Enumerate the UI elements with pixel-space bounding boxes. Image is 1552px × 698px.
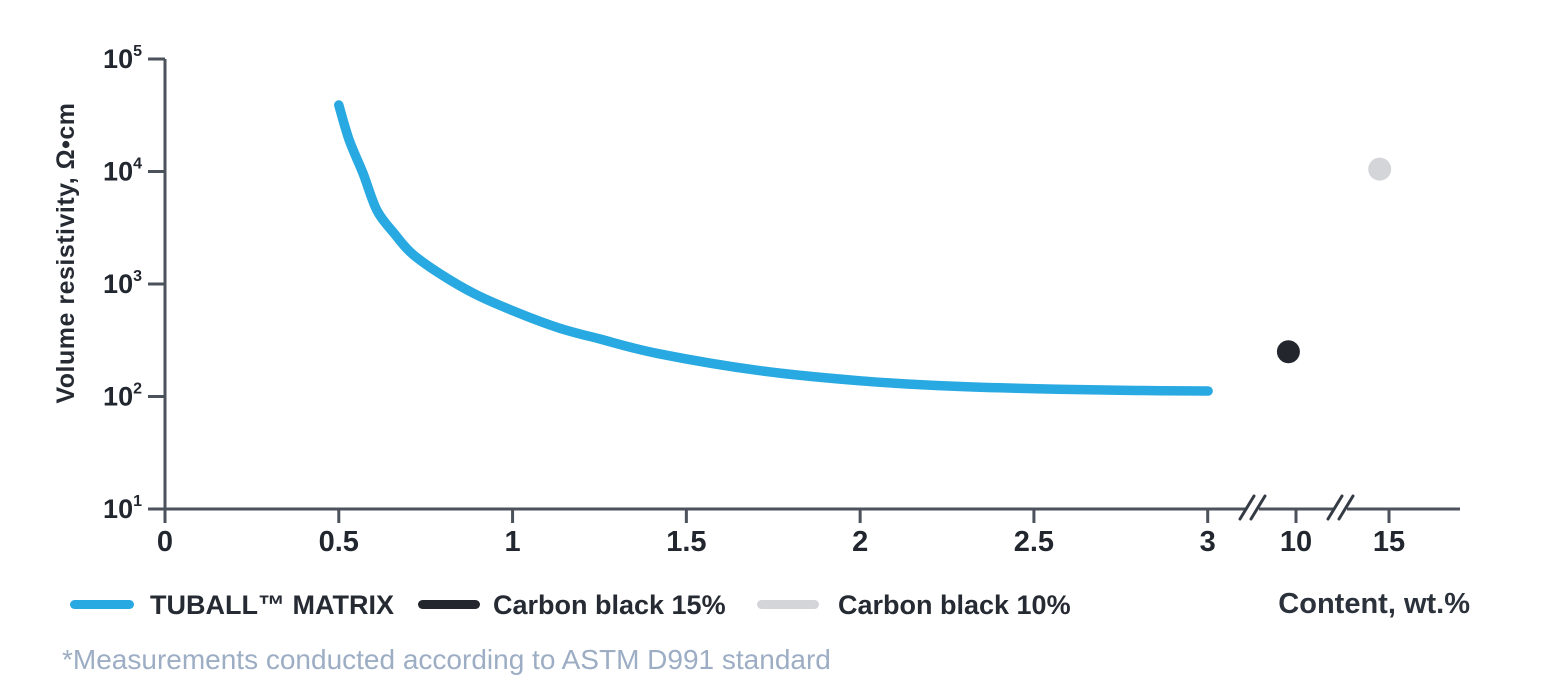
x-tick-label-2: 2 — [852, 526, 868, 558]
legend-swatch-carbon-black-15 — [418, 600, 480, 609]
legend-label-carbon-black-15: Carbon black 15% — [493, 590, 726, 620]
x-tick-label-0.5: 0.5 — [319, 526, 359, 558]
legend-swatch-tuball — [70, 600, 134, 609]
x-axis-title: Content, wt.% — [1278, 588, 1470, 620]
axis-break-slash-b-1 — [1337, 494, 1355, 521]
x-tick-label-3: 3 — [1200, 526, 1216, 558]
y-axis-title: Volume resistivity, Ω•cm — [52, 102, 80, 403]
carbon-black-15--point — [1276, 340, 1300, 364]
x-tick-label-1.5: 1.5 — [666, 526, 706, 558]
y-tick-label-10e2: 102 — [103, 381, 142, 412]
carbon-black-10--point — [1368, 157, 1392, 181]
axis-break-gap-1 — [1335, 505, 1347, 513]
x-tick-label-1: 1 — [504, 526, 520, 558]
y-tick-label-10e4: 104 — [103, 156, 142, 187]
axis-break-slash-a-0 — [1238, 494, 1256, 521]
axis-break-slash-b-0 — [1249, 494, 1267, 521]
legend-label-tuball: TUBALL™ MATRIX — [150, 590, 394, 620]
x-tick-label-10: 10 — [1280, 526, 1312, 558]
plot-area: 105 104 103 102 101 0 0.5 1 1.5 2 2.5 3 10 15 — [103, 43, 1460, 558]
legend-label-carbon-black-10: Carbon black 10% — [838, 590, 1071, 620]
y-tick-label-10e3: 103 — [103, 268, 142, 299]
y-tick-label-10e1: 101 — [103, 493, 142, 524]
legend: TUBALL™ MATRIX Carbon black 15% Carbon b… — [70, 588, 1470, 620]
x-tick-label-15: 15 — [1373, 526, 1405, 558]
footnote: *Measurements conducted according to AST… — [62, 644, 831, 675]
x-tick-label-2.5: 2.5 — [1014, 526, 1054, 558]
legend-swatch-carbon-black-10 — [757, 600, 819, 609]
x-tick-label-0: 0 — [157, 526, 173, 558]
tuball-matrix-curve — [334, 100, 1213, 396]
axis-break-slash-a-1 — [1326, 494, 1344, 521]
axis-break-gap-0 — [1247, 505, 1259, 513]
y-tick-label-10e5: 105 — [103, 43, 142, 74]
